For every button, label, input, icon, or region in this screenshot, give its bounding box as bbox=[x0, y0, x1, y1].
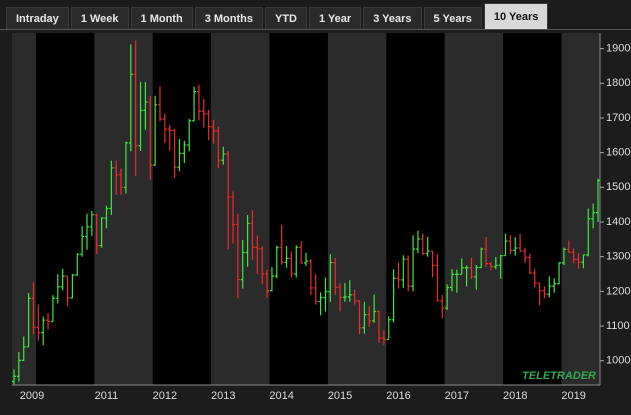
y-tick-label: 1300 bbox=[606, 251, 630, 263]
x-tick-label: 2016 bbox=[386, 390, 410, 402]
tab-underline bbox=[0, 29, 631, 30]
x-tick-label: 2019 bbox=[561, 390, 585, 402]
x-tick-label: 2009 bbox=[20, 390, 44, 402]
range-tab[interactable]: 3 Months bbox=[194, 7, 263, 29]
range-tab[interactable]: 1 Year bbox=[308, 7, 362, 29]
y-tick-label: 1400 bbox=[606, 216, 630, 228]
x-tick-label: 2014 bbox=[269, 390, 293, 402]
y-tick-label: 1600 bbox=[606, 147, 630, 159]
year-band bbox=[327, 33, 387, 385]
y-tick-label: 1500 bbox=[606, 181, 630, 193]
tab-bar: Intraday 1 Week 1 Month 3 Months YTD 1 Year 3 … bbox=[6, 3, 549, 29]
x-tick-label: 2012 bbox=[153, 390, 177, 402]
range-tab[interactable]: 1 Week bbox=[70, 7, 129, 29]
x-tick-label: 2013 bbox=[211, 390, 235, 402]
year-band bbox=[12, 33, 36, 385]
y-tick-label: 1100 bbox=[606, 320, 630, 332]
range-tab[interactable]: YTD bbox=[264, 7, 307, 29]
range-tab[interactable]: Intraday bbox=[6, 7, 69, 29]
year-band bbox=[211, 33, 270, 385]
range-tab[interactable]: 3 Years bbox=[363, 7, 422, 29]
y-tick-label: 1700 bbox=[606, 112, 630, 124]
range-tab[interactable]: 1 Month bbox=[130, 7, 193, 29]
x-tick-label: 2018 bbox=[503, 390, 527, 402]
y-tick-label: 1000 bbox=[606, 355, 630, 367]
year-band bbox=[94, 33, 153, 385]
x-tick-label: 2015 bbox=[328, 390, 352, 402]
x-tick-label: 2017 bbox=[445, 390, 469, 402]
y-tick-label: 1200 bbox=[606, 285, 630, 297]
y-tick-label: 1900 bbox=[606, 43, 630, 55]
range-tab[interactable]: 10 Years bbox=[483, 3, 549, 29]
x-tick-label: 2011 bbox=[95, 390, 119, 402]
year-band bbox=[561, 33, 600, 385]
range-tab[interactable]: 5 Years bbox=[423, 7, 482, 29]
watermark: TELETRADER bbox=[522, 370, 596, 382]
year-band bbox=[444, 33, 504, 385]
y-tick-label: 1800 bbox=[606, 77, 630, 89]
